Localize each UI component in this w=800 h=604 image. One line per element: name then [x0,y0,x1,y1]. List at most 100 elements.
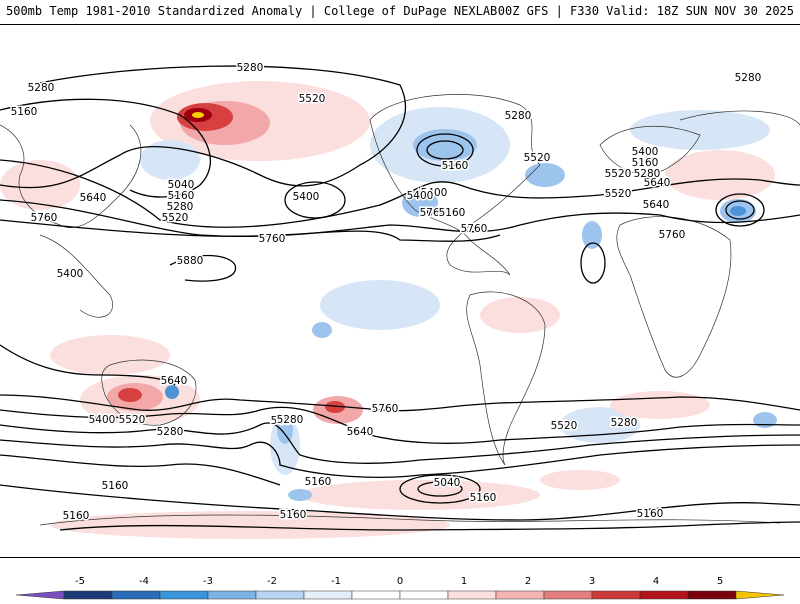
anomaly-map: 5280 5520 5280 5160 5040 5160 5280 5520 5640 5760… [0,24,800,558]
north-america-outline [369,94,541,276]
cool-anomaly-light [525,163,565,187]
contour-line [0,406,800,444]
contour-line [59,521,800,531]
cool-anomaly-light [402,189,438,217]
contour-label: 5760 [259,233,286,245]
cool-anomaly-light [560,407,640,443]
colorbar-tick-label: 3 [589,576,595,587]
warm-anomaly-light [0,160,80,210]
contour-label: 5520 [605,188,632,200]
cool-anomaly-mid [582,221,602,249]
contour-label: 5040 [434,477,461,489]
warm-anomaly-light [300,480,540,510]
contour-line [0,219,501,242]
cool-anomaly-light [320,280,440,330]
colorbar-bin [207,590,257,600]
closed-low-contour [715,193,765,227]
colorbar-tick-label: 1 [461,576,467,587]
colorbar-bin [303,590,353,600]
contour-label: 5640 [161,375,188,387]
contour-label: 5280 [277,414,304,426]
warm-anomaly-peak [192,112,204,118]
indochina-outline [39,234,113,318]
contour-label: 5520 [551,420,578,432]
contour-label: 5160 [11,106,38,118]
contour-label: 5160 [63,510,90,522]
cool-anomaly-mid [753,412,777,428]
colorbar-bin [687,590,737,600]
contour-label: 5760 [420,207,447,219]
cool-anomaly-light [630,110,770,150]
cool-anomaly-mid [277,416,293,444]
contour-line [0,199,800,237]
contour-label: 5400 [57,268,84,280]
contour-label: 5520 [162,212,189,224]
colorbar-tick-label: 2 [525,576,531,587]
coastlines [0,94,800,526]
contour-label: 5280 [505,110,532,122]
contour-label: 5280 [157,426,184,438]
contour-line [0,484,800,521]
colorbar-bin [495,590,545,600]
contour-label: 5160 [168,190,195,202]
contour-label: 5640 [644,177,671,189]
contour-labels: 5280552052805160504051605280552056405760… [9,61,763,524]
contour-label: 5160 [439,207,466,219]
colorbar-tick-label: 5 [717,576,723,587]
cool-anomaly-strong [730,206,746,216]
colorbar-bin [399,590,449,600]
anomaly-shading [0,81,777,539]
colorbar-bin [447,590,497,600]
antarctica-outline [39,514,781,526]
colorbar-tick-label: -3 [203,576,213,587]
contour-line [0,454,281,486]
contour-label: 5160 [470,492,497,504]
colorbar-tick-label: -5 [75,576,85,587]
asia-outline [0,110,800,228]
colorbar-bin [591,590,641,600]
closed-low-contour [416,133,474,167]
closed-contour [284,181,346,219]
contour-label: 5280 [634,168,661,180]
warm-anomaly-strong [118,388,142,402]
contour-label: 5400 [293,191,320,203]
closed-low-contour [417,481,463,497]
closed-low-contour [399,474,481,504]
contour-label: 5760 [659,229,686,241]
contour-label: 5400 [271,415,298,427]
contour-line [0,394,800,412]
warm-anomaly-light [480,297,560,333]
run-valid-info: 00Z GFS | F330 Valid: 18Z SUN NOV 30 202… [497,4,794,18]
contour-label: 5520 [299,93,326,105]
contour-label: 5640 [420,207,447,219]
contour-label: 5760 [461,223,488,235]
contour-label: 5160 [442,160,469,172]
contour-label: 5160 [280,509,307,521]
closed-contour [580,242,606,284]
contour-line [0,422,800,464]
colorbar-bin [639,590,689,600]
colorbar-tick-label: -2 [267,576,277,587]
map-title: 500mb Temp 1981-2010 Standardized Anomal… [6,4,498,18]
colorbar-tick-label: 4 [653,576,659,587]
cool-anomaly-light [140,140,200,180]
colorbar-bin [63,590,113,600]
contour-label: 5640 [80,192,107,204]
colorbar-bin [159,590,209,600]
contour-label: 5880 [177,255,204,267]
contour-label: 5160 [305,476,332,488]
contour-label: 5280 [28,82,55,94]
warm-anomaly-light [665,150,775,200]
europe-outline [599,125,701,176]
contour-line [0,439,800,478]
colorbar-bin [543,590,593,600]
cool-anomaly-strong [165,385,179,399]
africa-outline [616,216,732,378]
contour-line [0,65,407,189]
contour-label: 5280 [735,72,762,84]
colorbar-bin [351,590,401,600]
colorbar-tick-label: -1 [331,576,341,587]
contour-label: 5400 [89,414,116,426]
warm-anomaly-light [540,470,620,490]
contour-label: 5160 [637,508,664,520]
